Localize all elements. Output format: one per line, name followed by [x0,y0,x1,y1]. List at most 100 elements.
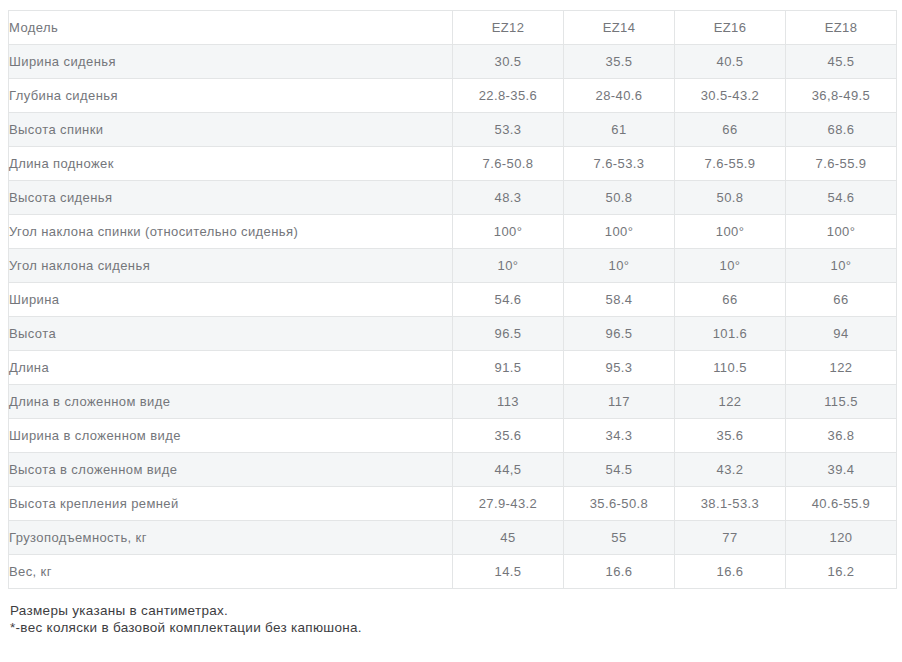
header-model-ez12: EZ12 [453,11,564,45]
cell-value: 50.8 [564,181,675,215]
cell-value: 30.5 [453,45,564,79]
cell-value: 16.6 [675,555,786,589]
cell-value: 91.5 [453,351,564,385]
row-label: Высота [9,317,453,351]
cell-value: 22.8-35.6 [453,79,564,113]
table-header-row: Модель EZ12 EZ14 EZ16 EZ18 [9,11,897,45]
cell-value: 7.6-55.9 [786,147,897,181]
table-row: Высота крепления ремней 27.9-43.2 35.6-5… [9,487,897,521]
table-row: Ширина сиденья 30.5 35.5 40.5 45.5 [9,45,897,79]
footnote-units: Размеры указаны в сантиметрах. [10,602,896,619]
cell-value: 43.2 [675,453,786,487]
cell-value: 50.8 [675,181,786,215]
footnote-weight-disclaimer: *-вес коляски в базовой комплектации без… [10,619,896,636]
cell-value: 100° [786,215,897,249]
row-label: Вес, кг [9,555,453,589]
cell-value: 10° [453,249,564,283]
row-label: Высота спинки [9,113,453,147]
row-label: Угол наклона сиденья [9,249,453,283]
cell-value: 35.6 [675,419,786,453]
cell-value: 66 [675,113,786,147]
cell-value: 100° [564,215,675,249]
table-row: Угол наклона спинки (относительно сидень… [9,215,897,249]
cell-value: 38.1-53.3 [675,487,786,521]
cell-value: 100° [675,215,786,249]
cell-value: 39.4 [786,453,897,487]
cell-value: 77 [675,521,786,555]
cell-value: 96.5 [564,317,675,351]
cell-value: 10° [564,249,675,283]
cell-value: 7.6-53.3 [564,147,675,181]
cell-value: 54.6 [453,283,564,317]
cell-value: 36,8-49.5 [786,79,897,113]
row-label: Длина подножек [9,147,453,181]
cell-value: 28-40.6 [564,79,675,113]
row-label: Угол наклона спинки (относительно сидень… [9,215,453,249]
cell-value: 44,5 [453,453,564,487]
row-label: Высота сиденья [9,181,453,215]
cell-value: 45.5 [786,45,897,79]
row-label: Длина в сложенном виде [9,385,453,419]
cell-value: 117 [564,385,675,419]
cell-value: 113 [453,385,564,419]
cell-value: 30.5-43.2 [675,79,786,113]
cell-value: 110.5 [675,351,786,385]
row-label: Высота крепления ремней [9,487,453,521]
cell-value: 96.5 [453,317,564,351]
table-row: Высота 96.5 96.5 101.6 94 [9,317,897,351]
cell-value: 14.5 [453,555,564,589]
cell-value: 27.9-43.2 [453,487,564,521]
cell-value: 54.5 [564,453,675,487]
table-row: Высота сиденья 48.3 50.8 50.8 54.6 [9,181,897,215]
cell-value: 58.4 [564,283,675,317]
header-model-ez16: EZ16 [675,11,786,45]
cell-value: 48.3 [453,181,564,215]
cell-value: 54.6 [786,181,897,215]
table-row: Глубина сиденья 22.8-35.6 28-40.6 30.5-4… [9,79,897,113]
cell-value: 35.6 [453,419,564,453]
cell-value: 35.5 [564,45,675,79]
row-label: Ширина [9,283,453,317]
cell-value: 34.3 [564,419,675,453]
header-label-model: Модель [9,11,453,45]
cell-value: 45 [453,521,564,555]
table-row: Высота в сложенном виде 44,5 54.5 43.2 3… [9,453,897,487]
table-row: Высота спинки 53.3 61 66 68.6 [9,113,897,147]
row-label: Глубина сиденья [9,79,453,113]
cell-value: 68.6 [786,113,897,147]
table-row: Грузоподъемность, кг 45 55 77 120 [9,521,897,555]
table-row: Длина подножек 7.6-50.8 7.6-53.3 7.6-55.… [9,147,897,181]
cell-value: 10° [786,249,897,283]
cell-value: 115.5 [786,385,897,419]
cell-value: 16.6 [564,555,675,589]
cell-value: 16.2 [786,555,897,589]
table-row: Угол наклона сиденья 10° 10° 10° 10° [9,249,897,283]
row-label: Ширина в сложенном виде [9,419,453,453]
specifications-table: Модель EZ12 EZ14 EZ16 EZ18 Ширина сидень… [8,10,897,589]
table-row: Ширина 54.6 58.4 66 66 [9,283,897,317]
cell-value: 7.6-50.8 [453,147,564,181]
cell-value: 95.3 [564,351,675,385]
row-label: Грузоподъемность, кг [9,521,453,555]
row-label: Высота в сложенном виде [9,453,453,487]
cell-value: 55 [564,521,675,555]
row-label: Ширина сиденья [9,45,453,79]
cell-value: 35.6-50.8 [564,487,675,521]
footnotes: Размеры указаны в сантиметрах. *-вес кол… [8,602,896,636]
cell-value: 40.5 [675,45,786,79]
page: Модель EZ12 EZ14 EZ16 EZ18 Ширина сидень… [0,0,902,662]
cell-value: 7.6-55.9 [675,147,786,181]
cell-value: 36.8 [786,419,897,453]
table-row: Длина 91.5 95.3 110.5 122 [9,351,897,385]
cell-value: 66 [675,283,786,317]
table-row: Вес, кг 14.5 16.6 16.6 16.2 [9,555,897,589]
cell-value: 100° [453,215,564,249]
cell-value: 122 [675,385,786,419]
cell-value: 120 [786,521,897,555]
cell-value: 10° [675,249,786,283]
table-row: Длина в сложенном виде 113 117 122 115.5 [9,385,897,419]
table-row: Ширина в сложенном виде 35.6 34.3 35.6 3… [9,419,897,453]
header-model-ez14: EZ14 [564,11,675,45]
cell-value: 61 [564,113,675,147]
header-model-ez18: EZ18 [786,11,897,45]
